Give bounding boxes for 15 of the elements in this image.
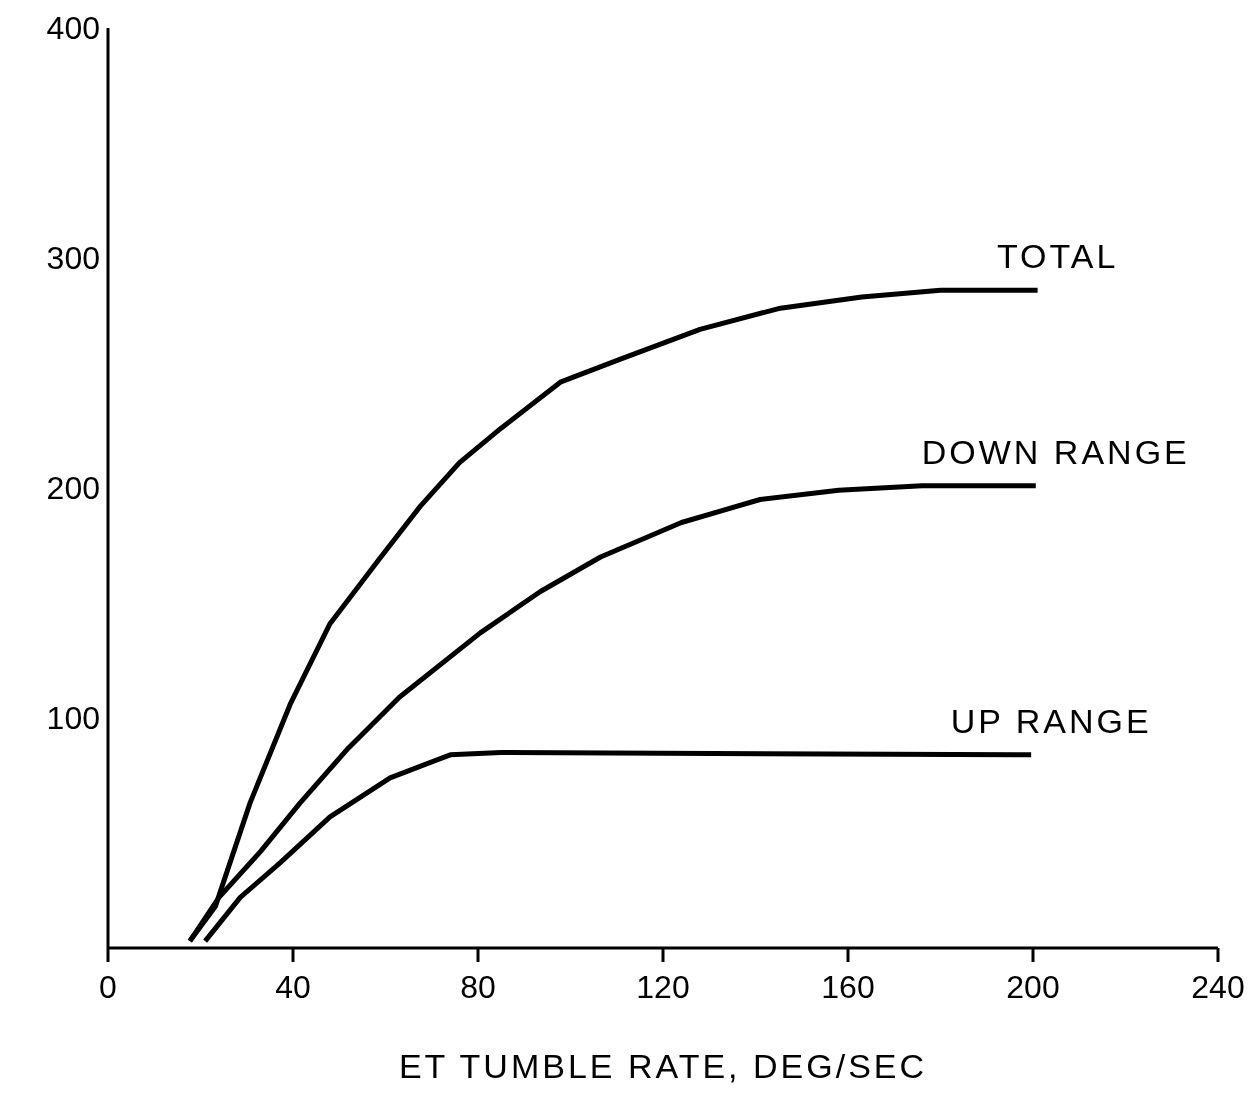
x-tick-label: 0: [99, 969, 117, 1005]
x-tick-label: 160: [821, 969, 875, 1005]
x-axis-title: ET TUMBLE RATE, DEG/SEC: [398, 1047, 928, 1085]
y-tick-label: 100: [46, 700, 100, 737]
x-tick-label: 200: [1006, 969, 1060, 1005]
x-tick-label: 40: [275, 969, 311, 1005]
series-label: TOTAL: [996, 237, 1119, 276]
x-tick-label: 80: [460, 969, 496, 1005]
y-tick-label: 400: [46, 10, 100, 47]
series-label: UP RANGE: [950, 701, 1152, 740]
x-tick-label: 120: [636, 969, 690, 1005]
y-tick-label: 300: [46, 240, 100, 277]
y-tick-label: 200: [46, 470, 100, 507]
series-label: DOWN RANGE: [921, 432, 1190, 471]
x-tick-label: 240: [1191, 969, 1245, 1005]
